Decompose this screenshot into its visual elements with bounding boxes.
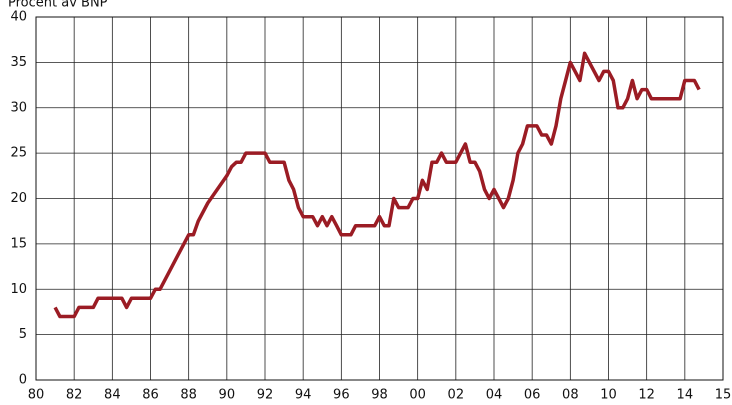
x-tick-label: 82 xyxy=(66,388,83,403)
x-tick-label: 98 xyxy=(371,388,388,403)
x-tick-label: 10 xyxy=(600,388,617,403)
x-tick-label: 92 xyxy=(257,388,274,403)
y-tick-label: 15 xyxy=(10,236,27,251)
y-axis-label: Procent av BNP xyxy=(8,0,108,11)
x-tick-label: 14 xyxy=(677,388,694,403)
x-tick-label: 15 xyxy=(715,388,732,403)
y-tick-label: 10 xyxy=(10,282,27,297)
x-tick-label: 04 xyxy=(486,388,503,403)
y-tick-label: 35 xyxy=(10,55,27,70)
x-tick-label: 08 xyxy=(562,388,579,403)
y-tick-label: 5 xyxy=(19,327,27,342)
data-line xyxy=(53,51,701,319)
x-tick-label: 02 xyxy=(448,388,465,403)
x-tick-label: 12 xyxy=(638,388,655,403)
y-tick-label: 30 xyxy=(10,100,27,115)
y-tick-label: 20 xyxy=(10,191,27,206)
y-tick-label: 40 xyxy=(10,10,27,25)
x-tick-label: 96 xyxy=(333,388,350,403)
y-tick-label: 0 xyxy=(19,373,27,388)
x-tick-label: 84 xyxy=(104,388,121,403)
x-tick-label: 00 xyxy=(409,388,426,403)
x-tick-label: 88 xyxy=(180,388,197,403)
x-tick-label: 80 xyxy=(28,388,45,403)
x-tick-label: 86 xyxy=(142,388,159,403)
y-tick-label: 25 xyxy=(10,146,27,161)
x-tick-label: 90 xyxy=(219,388,236,403)
x-tick-label: 06 xyxy=(524,388,541,403)
x-tick-label: 94 xyxy=(295,388,312,403)
plot-frame xyxy=(35,16,724,381)
